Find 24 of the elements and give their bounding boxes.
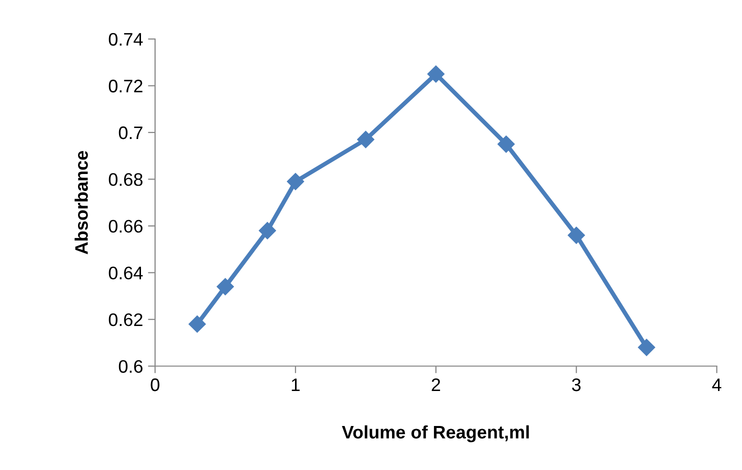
y-tick-label: 0.68 xyxy=(108,173,142,186)
y-tick-label: 0.72 xyxy=(108,80,142,92)
point xyxy=(638,338,656,356)
x-tick-label: 2 xyxy=(432,378,440,392)
point xyxy=(258,222,276,240)
y-tick-label: 0.64 xyxy=(108,266,143,280)
x-tick-label: 4 xyxy=(712,378,722,392)
y-tick-label: 0.74 xyxy=(108,32,143,46)
point xyxy=(498,136,515,153)
point xyxy=(568,226,585,244)
x-axis-title: Volume of Reagent,ml xyxy=(342,425,529,442)
y-tick-label: 0.66 xyxy=(108,220,142,233)
x-tick-label: 0 xyxy=(150,378,160,392)
x-tick-label: 3 xyxy=(572,378,581,392)
y-tick-label: 0.62 xyxy=(108,313,142,326)
y-tick-label: 0.6 xyxy=(118,360,142,373)
y-axis-title: Absorbance xyxy=(74,151,88,254)
point xyxy=(216,278,234,296)
x-tick-label: 1 xyxy=(292,378,300,392)
point xyxy=(357,130,374,148)
point xyxy=(286,172,304,190)
y-tick-label: 0.7 xyxy=(118,126,142,140)
point xyxy=(427,66,444,83)
point xyxy=(188,316,206,333)
